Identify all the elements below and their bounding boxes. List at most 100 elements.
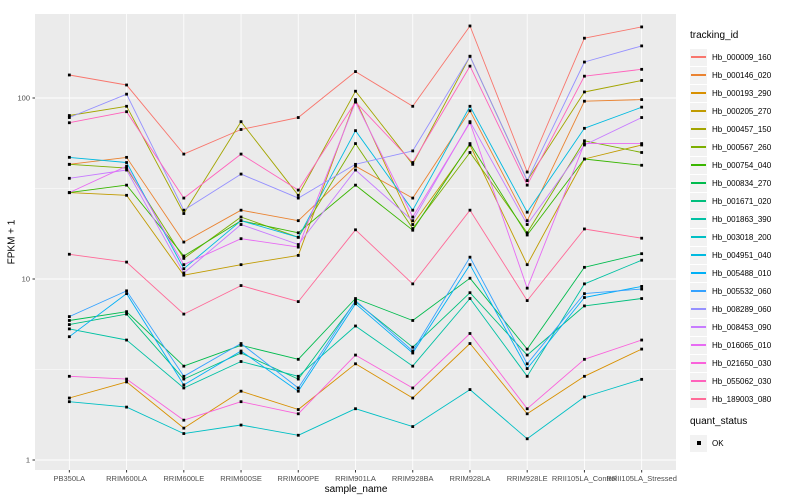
data-point-marker [640,287,644,291]
data-point-marker [354,183,357,187]
legend-key-line-icon [691,290,706,292]
legend-item-label: Hb_001863_390 [712,214,772,224]
data-point-marker [411,196,415,200]
data-point-marker [354,362,357,366]
data-point-marker [468,263,472,267]
data-point-marker [239,342,243,345]
data-point-marker [640,151,644,154]
data-point-marker [239,349,243,353]
data-point-marker [182,208,186,212]
data-point-marker [411,223,415,226]
data-point-marker [583,90,586,94]
legend-item: Hb_000193_290 [690,84,800,102]
data-point-marker [468,276,472,280]
legend-item: Hb_000205_270 [690,102,800,120]
data-point-marker [182,426,186,430]
data-point-marker [468,297,472,300]
data-point-marker [182,256,186,260]
legend-item-label: Hb_008289_060 [712,304,772,314]
data-point-marker [125,312,128,316]
legend-item: Hb_016065_010 [690,336,800,354]
data-point-marker [525,219,529,223]
data-point-marker [468,143,472,147]
data-point-marker [354,162,357,166]
quant-status-section: quant_status OK [690,416,800,452]
data-point-marker [239,423,243,427]
data-point-marker [67,176,71,180]
data-point-marker [525,233,529,237]
data-point-marker [640,338,644,342]
legend-key-line-icon [691,380,706,382]
legend-item-label: Hb_000146_020 [712,70,772,80]
legend-item-label: Hb_000193_290 [712,88,772,98]
legend-item: Hb_000146_020 [690,66,800,84]
data-point-marker [640,347,644,351]
data-point-marker [125,164,128,168]
data-point-marker [468,24,472,28]
data-point-marker [411,351,415,355]
data-point-marker [354,142,357,145]
legend-item-label: Hb_000205_270 [712,106,772,116]
legend-key [690,246,707,264]
legend-item-label: Hb_005532_060 [712,286,772,296]
legend-key [690,300,707,318]
legend-item-label: Hb_055062_030 [712,376,772,386]
data-point-marker [525,367,529,370]
legend-key-line-icon [691,200,706,202]
legend-item-label: Hb_005488_010 [712,268,772,278]
legend-key-line-icon [691,254,706,256]
x-tick-label: RRII105LA_Stressed [606,474,676,483]
data-point-marker [239,400,243,404]
data-point-marker [354,353,357,357]
data-point-marker [640,67,644,71]
data-point-marker [67,191,71,195]
legend-item: Hb_055062_030 [690,372,800,390]
data-point-marker [67,396,71,400]
data-point-marker [468,388,472,391]
data-point-marker [67,315,71,318]
legend-key [690,390,707,408]
legend-key-line-icon [691,308,706,310]
data-point-marker [411,215,415,219]
data-point-marker [525,353,529,357]
data-point-marker [239,223,243,226]
data-point-marker [182,273,186,277]
data-point-marker [583,374,586,378]
legend-key-line-icon [691,326,706,328]
data-point-marker [525,347,529,351]
data-point-marker [583,60,586,64]
legend-item-label: Hb_000567_260 [712,142,772,152]
data-point-marker [296,245,300,249]
legend-key-line-icon [691,182,706,184]
plot-panel: 1 10 100 PB350LA RRIM600LA RRIM600LE RRIM600SE… [17,14,677,483]
data-point-marker [411,319,415,322]
x-tick-label: RRIM928LA [450,474,491,483]
data-point-marker [640,252,644,256]
y-tick-label: 10 [22,275,30,284]
data-point-marker [525,362,529,366]
data-point-marker [583,357,586,361]
legend-key-line-icon [691,164,706,166]
legend-key [690,138,707,156]
data-point-marker [125,193,128,197]
legend-key [690,66,707,84]
data-point-marker [125,289,128,293]
legend-key-line-icon [691,398,706,400]
data-point-marker [125,168,128,172]
data-point-marker [182,364,186,368]
data-point-marker [125,380,128,384]
legend-item-label: Hb_016065_010 [712,340,772,350]
data-point-marker [468,64,472,68]
data-point-marker [125,104,128,108]
legend-key [690,102,707,120]
data-point-marker [525,179,529,182]
data-point-marker [239,128,243,131]
data-point-marker [67,400,71,404]
data-point-marker [640,44,644,48]
legend-item: Hb_189003_080 [690,390,800,408]
data-point-marker [67,121,71,125]
data-point-marker [411,162,415,166]
data-point-marker [583,292,586,296]
data-point-marker [583,227,586,231]
quant-key [690,434,707,452]
